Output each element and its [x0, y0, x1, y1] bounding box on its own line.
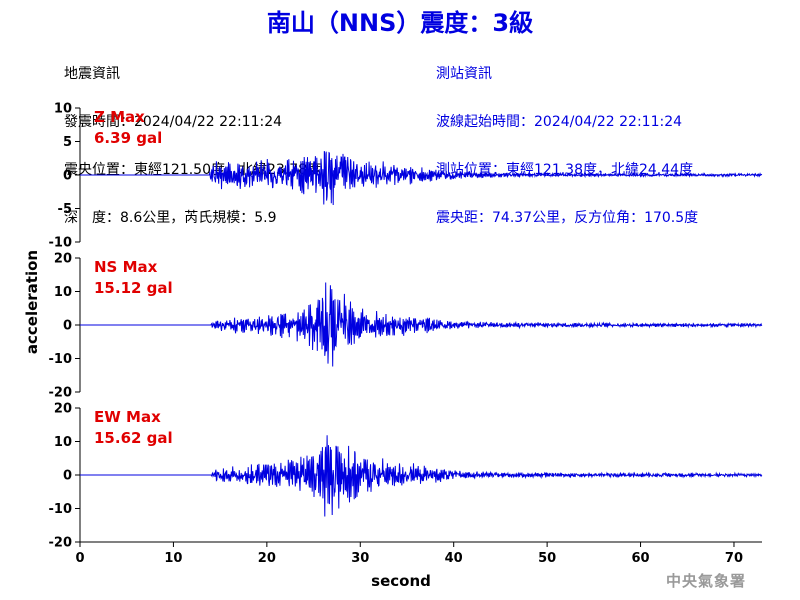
x-axis: 0 10 20 30 40 50 60 70 [75, 541, 762, 566]
y-tick-label: 0 [63, 469, 72, 484]
epicentral-distance-azimuth: 震央距：74.37公里，反方位角：170.5度 [436, 210, 699, 226]
y-tick-label: -10 [49, 352, 73, 367]
y-tick-label: 20 [54, 252, 72, 267]
max-value-ew: 15.62 gal [94, 429, 173, 447]
waveform-ns [80, 282, 763, 367]
y-tick-label: 0 [63, 169, 72, 184]
agency-name: 中央氣象署 [665, 572, 746, 590]
x-axis-label: second [371, 572, 431, 590]
y-tick-label: -20 [49, 386, 73, 401]
max-label-z: Z Max [94, 108, 145, 126]
x-tick-label: 30 [351, 551, 369, 566]
panel-ew: 20 10 0 -10 -20 EW Max 15.62 gal [49, 402, 763, 551]
y-tick-label: 20 [54, 402, 72, 417]
panel-z: 10 5 0 -5 -10 Z Max 6.39 gal [49, 102, 763, 251]
y-tick-label: 10 [54, 435, 72, 450]
y-tick-label: -5 [58, 202, 72, 217]
waveform-z [80, 151, 763, 206]
origin-time: 發震時間：2024/04/22 22:11:24 [64, 114, 283, 130]
x-tick-label: 20 [258, 551, 276, 566]
y-axis-label: acceleration [23, 250, 41, 354]
depth-magnitude: 深 度：8.6公里，芮氏規模：5.9 [64, 210, 277, 226]
max-value-ns: 15.12 gal [94, 279, 173, 297]
y-tick-label: -20 [49, 536, 73, 551]
station-info-heading: 測站資訊 [436, 66, 492, 82]
max-label-ew: EW Max [94, 408, 161, 426]
max-label-ns: NS Max [94, 258, 158, 276]
station-info-block: 測站資訊 波線起始時間：2024/04/22 22:11:24 測站位置：東經1… [436, 34, 698, 242]
chart-title: 南山（NNS）震度：3級 [266, 9, 534, 37]
panel-ns: 20 10 0 -10 -20 NS Max 15.12 gal [49, 252, 763, 401]
x-tick-label: 70 [725, 551, 743, 566]
earthquake-info-heading: 地震資訊 [64, 66, 120, 82]
x-tick-label: 10 [164, 551, 182, 566]
y-tick-label: 0 [63, 319, 72, 334]
wave-start-time: 波線起始時間：2024/04/22 22:11:24 [436, 114, 683, 130]
y-tick-label: -10 [49, 502, 73, 517]
waveform-ew [80, 435, 763, 517]
x-tick-label: 40 [445, 551, 463, 566]
y-tick-label: -10 [49, 236, 73, 251]
x-tick-label: 0 [75, 551, 84, 566]
max-value-z: 6.39 gal [94, 129, 162, 147]
x-tick-label: 50 [538, 551, 556, 566]
y-tick-label: 10 [54, 102, 72, 117]
y-tick-label: 5 [63, 135, 72, 150]
x-tick-label: 60 [632, 551, 650, 566]
y-tick-label: 10 [54, 285, 72, 300]
